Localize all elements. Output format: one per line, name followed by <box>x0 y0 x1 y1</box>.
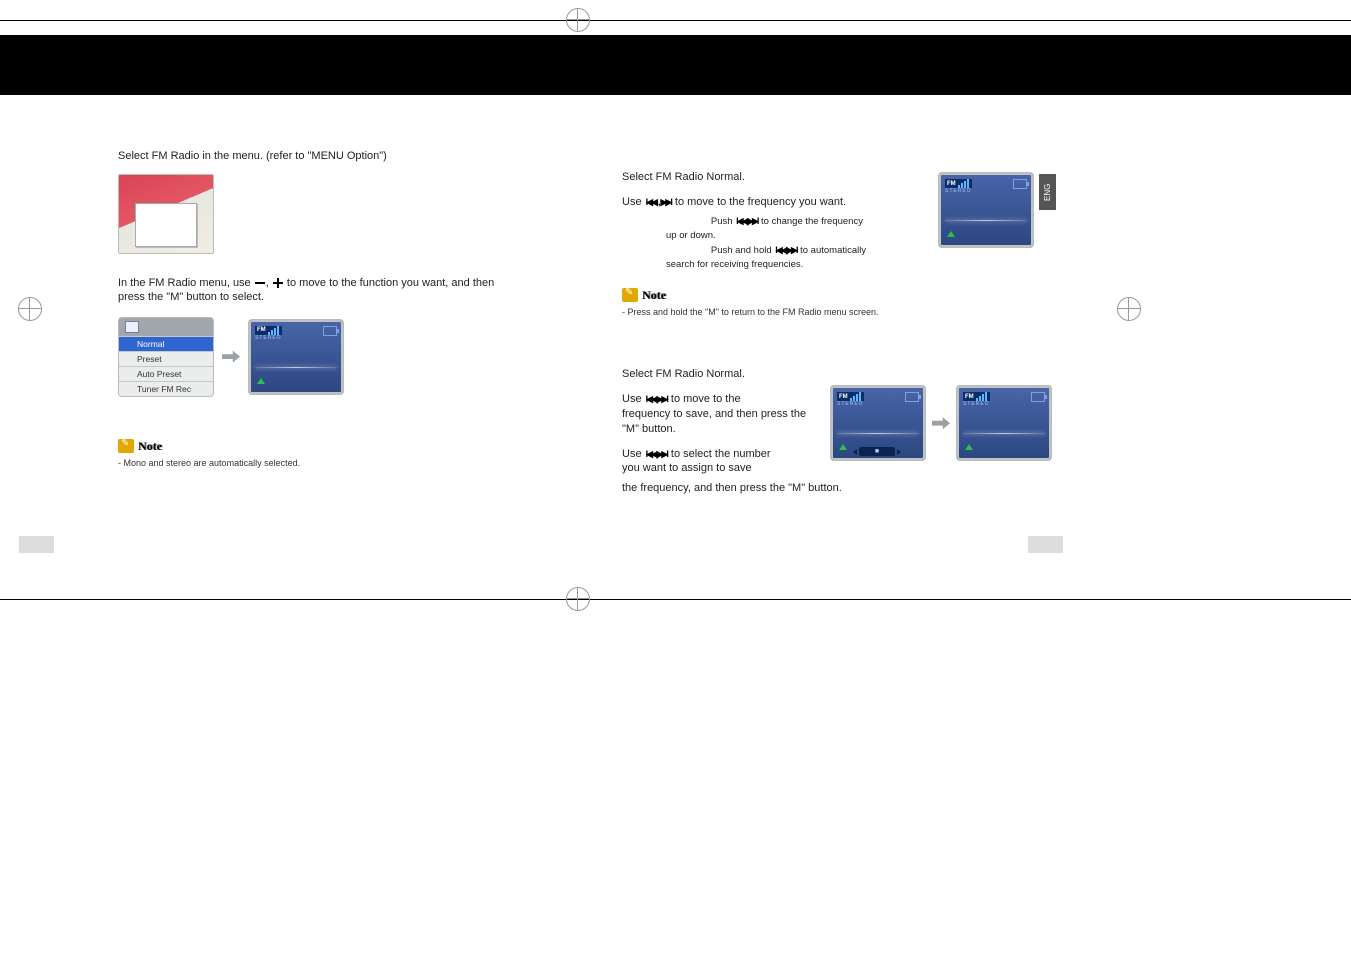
radio-screen-after: FM STEREO <box>956 385 1052 461</box>
stereo-label: STEREO <box>945 188 972 194</box>
prev-next-icon: I◀◀,▶▶I <box>775 245 796 256</box>
fm-label: FM <box>255 326 282 335</box>
prev-next-icon: I◀◀,▶▶I <box>646 393 667 405</box>
prev-next-icon: I◀◀,▶▶I <box>736 216 757 227</box>
radio-screen: FM STEREO <box>248 319 344 395</box>
menu-item-tuner-fm-rec: Tuner FM Rec <box>119 381 213 396</box>
freq-marker-icon <box>257 378 265 384</box>
menu-to-radio: Normal Preset Auto Preset Tuner FM Rec F… <box>118 317 558 397</box>
note-title: Note <box>642 288 666 303</box>
p1-bullet2b: search for receiving frequencies. <box>622 259 1052 270</box>
header-band <box>0 35 1351 95</box>
note-box-right: Note - Press and hold the "M" to return … <box>622 288 1052 318</box>
instruction-text: In the FM Radio menu, use , to move to t… <box>118 276 518 305</box>
freq-line <box>255 367 337 368</box>
radio-screen-preset: FM STEREO ■ <box>830 385 926 461</box>
page-rule-bottom <box>0 599 1351 600</box>
arrow-icon <box>222 351 240 363</box>
battery-icon <box>905 392 919 402</box>
p2-step2: Use I◀◀,▶▶I to move to the frequency to … <box>622 392 822 437</box>
note-icon <box>118 439 134 453</box>
fm-label: FM <box>837 392 864 401</box>
right-column: FM STEREO Select FM Radio Normal. Use I◀… <box>622 170 1052 501</box>
stereo-label: STEREO <box>255 335 282 341</box>
left-column: Select FM Radio in the menu. (refer to "… <box>118 150 558 468</box>
prev-next-icon: I◀◀,▶▶I <box>646 196 671 208</box>
battery-icon <box>1031 392 1045 402</box>
plus-icon <box>273 279 283 287</box>
minus-icon <box>255 279 265 287</box>
part2: FM STEREO ■ FM STEREO <box>622 367 1052 496</box>
p2-step3: Use I◀◀,▶▶I to select the number you wan… <box>622 447 822 477</box>
arrow-icon <box>932 417 950 429</box>
battery-icon <box>1013 179 1027 189</box>
fm-menu-header <box>119 318 213 336</box>
note-icon <box>622 288 638 302</box>
p2-step3b: the frequency, and then press the "M" bu… <box>622 481 1052 496</box>
note-title: Note <box>138 439 162 454</box>
note-text: - Press and hold the "M" to return to th… <box>622 307 1052 317</box>
prev-next-icon: I◀◀,▶▶I <box>646 448 667 460</box>
crop-mark-left <box>18 297 42 321</box>
menu-item-auto-preset: Auto Preset <box>119 366 213 381</box>
p2-step1: Select FM Radio Normal. <box>622 367 1052 382</box>
page-number-left <box>19 536 54 553</box>
crop-mark-right <box>1117 297 1141 321</box>
radio-screens-row: FM STEREO ■ FM STEREO <box>830 385 1052 461</box>
intro-text: Select FM Radio in the menu. (refer to "… <box>118 150 558 162</box>
product-photo <box>118 174 214 254</box>
page-number-right <box>1028 536 1063 553</box>
crop-mark-top <box>566 8 590 32</box>
signal-bars-icon <box>958 179 969 188</box>
fm-menu: Normal Preset Auto Preset Tuner FM Rec <box>118 317 214 397</box>
fm-label: FM <box>945 179 972 188</box>
instr-pre: In the FM Radio menu, use <box>118 277 254 289</box>
crop-mark-bottom <box>566 587 590 611</box>
page-rule-top <box>0 20 1351 21</box>
radio-screen-top-right: FM STEREO <box>938 172 1034 248</box>
preset-selector: ■ <box>859 447 895 456</box>
menu-item-normal: Normal <box>119 336 213 351</box>
signal-bars-icon <box>268 326 279 335</box>
note-box: Note - Mono and stereo are automatically… <box>118 439 558 469</box>
fm-label: FM <box>963 392 990 401</box>
menu-item-preset: Preset <box>119 351 213 366</box>
note-text: - Mono and stereo are automatically sele… <box>118 458 558 468</box>
battery-icon <box>323 326 337 336</box>
